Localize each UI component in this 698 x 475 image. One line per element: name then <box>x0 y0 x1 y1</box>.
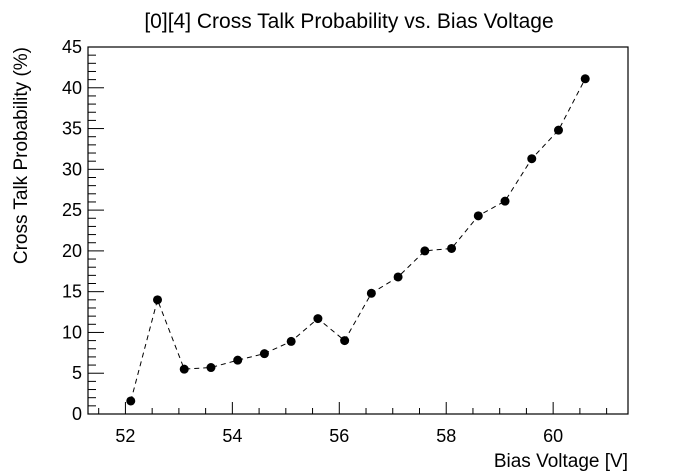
series-line <box>130 78 586 402</box>
x-tick-label: 56 <box>329 426 349 446</box>
y-tick-label: 35 <box>62 119 82 139</box>
data-point <box>286 336 296 346</box>
plot-frame <box>87 46 629 415</box>
data-point <box>313 314 323 324</box>
data-points <box>126 74 590 406</box>
y-tick-label: 45 <box>62 37 82 57</box>
data-point <box>580 74 590 84</box>
x-tick-label: 58 <box>436 426 456 446</box>
data-point <box>447 243 457 253</box>
data-point <box>126 396 136 406</box>
data-point <box>473 211 483 221</box>
data-point <box>393 272 403 282</box>
data-point <box>153 295 163 305</box>
chart-title: [0][4] Cross Talk Probability vs. Bias V… <box>144 10 553 33</box>
x-tick-label: 60 <box>543 426 563 446</box>
y-tick-label: 30 <box>62 159 82 179</box>
y-tick-label: 0 <box>72 404 82 424</box>
y-tick-label: 10 <box>62 322 82 342</box>
data-point <box>553 125 563 135</box>
tick-labels: 52 54 56 58 60 0 5 10 15 20 25 30 35 40 45 <box>62 37 563 446</box>
x-tick-label: 54 <box>222 426 242 446</box>
x-axis-label: Bias Voltage [V] <box>494 451 628 472</box>
data-point <box>500 196 510 206</box>
data-point <box>206 363 216 373</box>
data-point <box>420 246 430 256</box>
data-point <box>179 364 189 374</box>
data-point <box>259 349 269 359</box>
data-point <box>527 154 537 164</box>
y-tick-label: 20 <box>62 241 82 261</box>
y-axis-label: Cross Talk Probability (%) <box>11 47 32 264</box>
y-tick-label: 15 <box>62 282 82 302</box>
x-tick-label: 52 <box>115 426 135 446</box>
axis-ticks <box>88 46 608 415</box>
data-point <box>233 355 243 365</box>
data-point <box>340 336 350 346</box>
y-tick-label: 40 <box>62 78 82 98</box>
y-tick-label: 5 <box>72 363 82 383</box>
data-point <box>366 288 376 298</box>
y-tick-label: 25 <box>62 200 82 220</box>
